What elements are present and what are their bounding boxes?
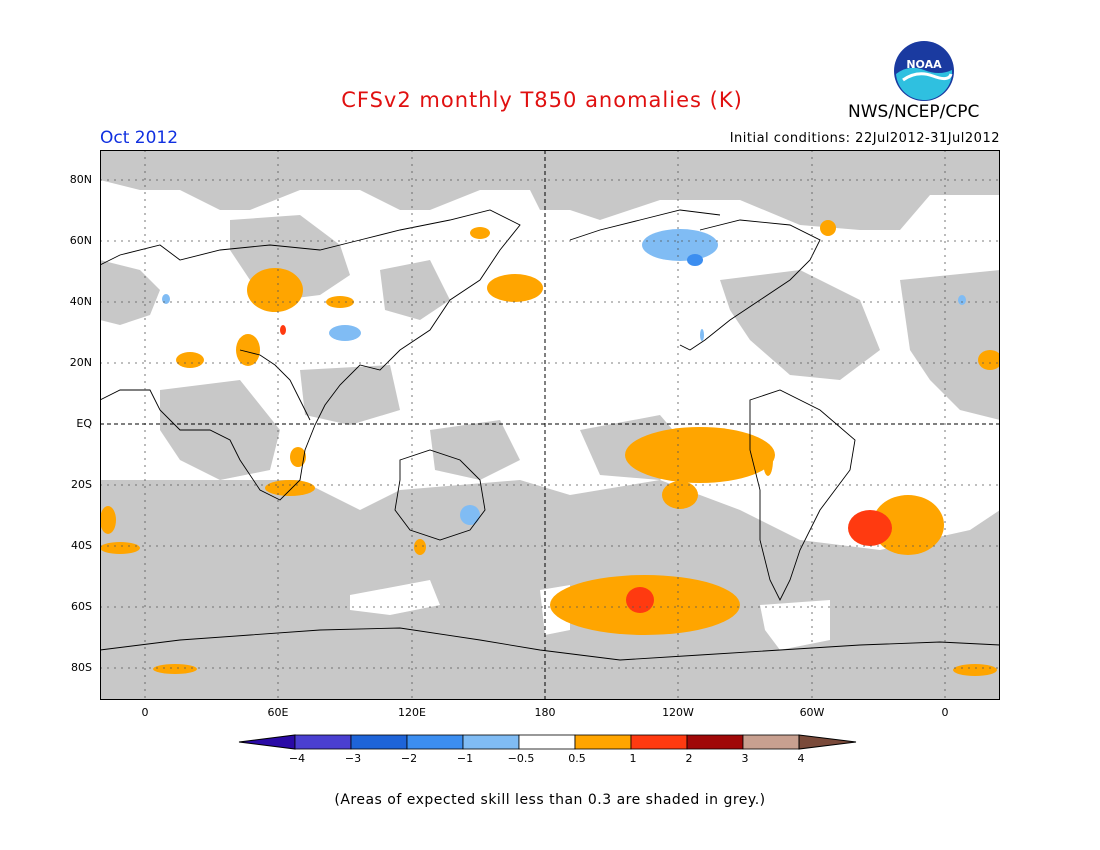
colorbar-segment [630,734,688,750]
lon-label: 60E [267,706,289,719]
colorbar-arrow-high [798,734,857,750]
colorbar-label: −3 [344,752,362,765]
colorbar-segment [574,734,632,750]
forecast-month: Oct 2012 [100,128,179,148]
colorbar-label: 3 [741,752,749,765]
colorbar-segment [686,734,744,750]
world-map [100,150,1000,700]
color-legend-segments [238,734,857,750]
colorbar-segment [406,734,464,750]
agency-label: NWS/NCEP/CPC [848,102,980,122]
colorbar-label: 2 [685,752,693,765]
cold-anomalies-strong [687,254,703,266]
initial-conditions: Initial conditions: 22Jul2012-31Jul2012 [729,131,1000,146]
lat-label: 20N [69,356,92,369]
warm-anomalies-0.5-1 [100,220,1000,676]
reference-lines [100,150,1000,700]
noaa-logo: NOAA [894,41,954,101]
lat-label: EQ [76,417,92,430]
lat-label: 60N [69,234,92,247]
lat-label: 40S [71,539,92,552]
lon-label: 120E [398,706,426,719]
lat-label: 80N [69,173,92,186]
colorbar-label: 0.5 [568,752,586,765]
lon-label: 60W [799,706,825,719]
colorbar-label: −0.5 [507,752,535,765]
colorbar-label: −1 [456,752,474,765]
lat-label: 80S [71,661,92,674]
svg-text:NOAA: NOAA [906,58,942,71]
colorbar-segment [462,734,520,750]
lon-label: 0 [141,706,149,719]
coastlines [100,209,1000,661]
lon-label: 180 [534,706,556,719]
colorbar-segment [518,734,576,750]
lat-label: 40N [69,295,92,308]
graticule [100,150,1000,700]
colorbar-segment [742,734,800,750]
skill-footnote: (Areas of expected skill less than 0.3 a… [334,792,766,808]
lat-label: 20S [71,478,92,491]
lon-label: 0 [941,706,949,719]
colorbar-arrow-low [238,734,296,750]
colorbar-label: −4 [288,752,306,765]
warm-anomalies-1-2 [280,325,892,613]
colorbar-segment [294,734,352,750]
lon-label: 120W [662,706,694,719]
color-legend [238,734,857,750]
cold-anomalies [162,229,966,525]
colorbar-segment [350,734,408,750]
colorbar-label: −2 [400,752,418,765]
colorbar-label: 4 [797,752,805,765]
lat-label: 60S [71,600,92,613]
colorbar-label: 1 [629,752,637,765]
map-title: CFSv2 monthly T850 anomalies (K) [341,88,743,112]
